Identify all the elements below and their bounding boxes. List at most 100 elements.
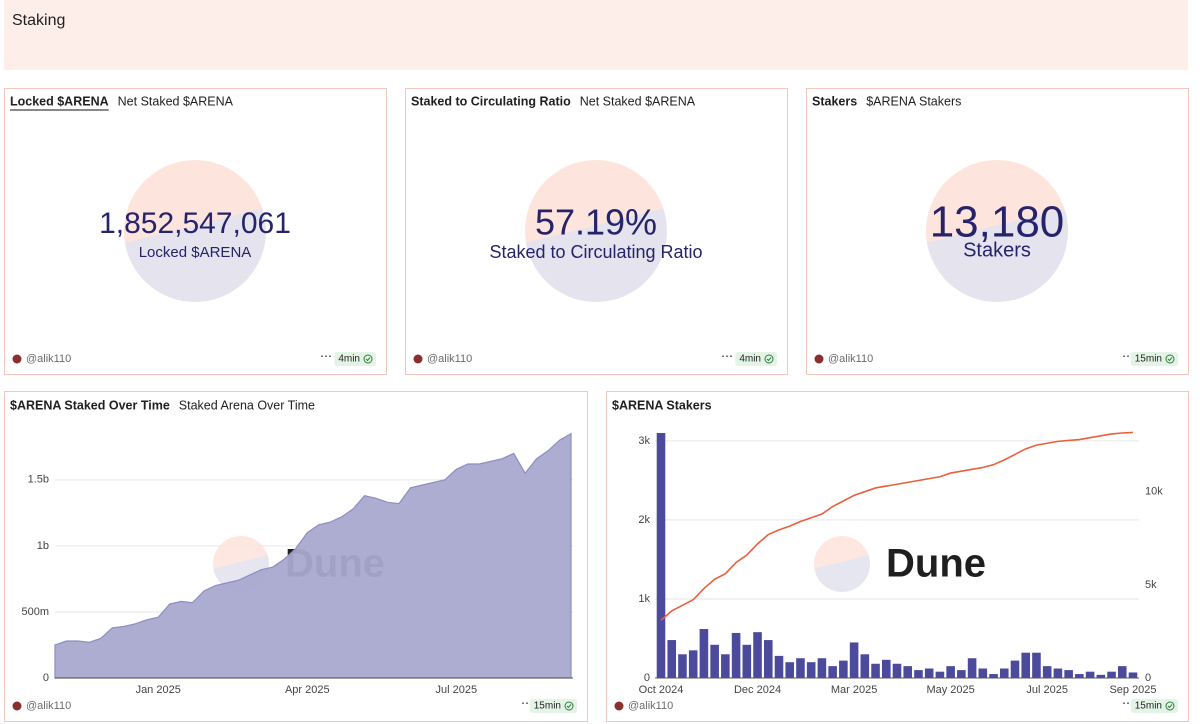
counter-value: 1,852,547,061 — [99, 207, 291, 240]
avatar — [12, 701, 22, 711]
author: @alik110 — [26, 353, 71, 365]
bar — [881, 659, 891, 678]
author: @alik110 — [26, 700, 71, 712]
bar — [989, 674, 998, 678]
menu-icon: ⋯ — [721, 349, 733, 363]
x-tick-label: Jul 2025 — [1026, 684, 1068, 696]
y2-tick-label: 0 — [1145, 672, 1151, 684]
y2-tick-label: 5k — [1145, 579, 1157, 591]
counter-value: 57.19% — [535, 202, 657, 243]
bar — [946, 666, 955, 678]
tab: Stakers — [812, 94, 857, 108]
counter-value: 13,180 — [930, 198, 1065, 247]
menu-icon: ⋯ — [320, 349, 332, 363]
bar — [1096, 674, 1106, 678]
bar — [849, 642, 859, 678]
y-tick-label: 1b — [37, 540, 49, 552]
bar — [839, 660, 848, 678]
bar — [860, 654, 870, 678]
x-tick-label: Apr 2025 — [285, 684, 330, 696]
bar — [1010, 660, 1020, 678]
tab: Locked $ARENA — [10, 94, 109, 108]
bar — [1117, 666, 1127, 678]
updated: 4min — [739, 354, 761, 365]
author: @alik110 — [828, 353, 873, 365]
bar — [742, 644, 752, 678]
check-icon — [363, 354, 373, 364]
bar — [903, 666, 913, 678]
y-tick-label: 1.5b — [28, 474, 49, 486]
bar — [667, 640, 677, 678]
check-mark — [365, 357, 371, 362]
line — [660, 431, 1134, 621]
bar — [688, 650, 698, 678]
bar — [699, 629, 709, 678]
bar — [935, 671, 945, 678]
freshness-badge: 15min — [529, 699, 577, 713]
y-tick-label: 500m — [21, 606, 49, 618]
bar — [721, 654, 730, 678]
avatar — [12, 354, 22, 364]
freshness-badge: 4min — [334, 352, 376, 366]
bar — [1064, 670, 1073, 678]
author: @alik110 — [628, 700, 673, 712]
bar — [806, 662, 816, 678]
avatar — [814, 354, 824, 364]
counter-label: Staked to Circulating Ratio — [489, 242, 702, 262]
tab: Net Staked $ARENA — [118, 94, 234, 108]
badge-bg — [1130, 699, 1178, 713]
bar — [656, 433, 666, 678]
updated: 15min — [534, 701, 561, 712]
bar — [785, 662, 795, 678]
y-tick-label: 2k — [638, 514, 650, 526]
counter-label: Locked $ARENA — [139, 244, 252, 261]
x-tick-label: Jan 2025 — [136, 684, 181, 696]
bar — [1032, 652, 1041, 678]
bar — [967, 658, 977, 678]
bar — [710, 644, 719, 678]
avatar — [413, 354, 423, 364]
x-tick-label: Dec 2024 — [734, 684, 781, 696]
tab: Staked to Circulating Ratio — [411, 94, 571, 108]
check-mark — [1167, 357, 1173, 362]
y-tick-label: 0 — [644, 672, 650, 684]
updated: 15min — [1135, 354, 1162, 365]
tab: Net Staked $ARENA — [580, 94, 696, 108]
x-tick-label: Mar 2025 — [831, 684, 877, 696]
bar — [1128, 672, 1138, 678]
bar — [978, 668, 988, 678]
bar — [1053, 668, 1063, 678]
chart-title: $ARENA Staked Over Time — [10, 398, 170, 412]
y-tick-label: 0 — [43, 672, 49, 684]
updated: 4min — [338, 354, 360, 365]
bar — [871, 663, 880, 678]
header-panel — [4, 0, 1188, 70]
check-icon — [1165, 701, 1175, 711]
bar — [817, 658, 827, 678]
updated: 15min — [1135, 701, 1162, 712]
check-icon — [1165, 354, 1175, 364]
x-tick-label: May 2025 — [926, 684, 974, 696]
counter-label: Stakers — [963, 239, 1031, 261]
bar — [1085, 671, 1095, 678]
bar — [1075, 674, 1084, 678]
bar — [1107, 671, 1116, 678]
check-mark — [566, 704, 572, 709]
bar — [1021, 652, 1031, 678]
freshness-badge: 4min — [735, 352, 777, 366]
y2-tick-label: 10k — [1145, 486, 1163, 498]
avatar — [614, 701, 624, 711]
counter-disc — [124, 160, 266, 302]
bar — [763, 640, 773, 678]
check-mark — [1167, 704, 1173, 709]
bar — [924, 668, 934, 678]
x-tick-label: Oct 2024 — [639, 684, 684, 696]
bar — [892, 663, 902, 678]
chart-subtitle: Staked Arena Over Time — [179, 398, 315, 412]
counter-disc — [525, 160, 667, 302]
chart-title: $ARENA Stakers — [612, 398, 712, 412]
tab: $ARENA Stakers — [866, 94, 961, 108]
page-title: Staking — [12, 12, 65, 29]
check-icon — [764, 354, 774, 364]
bar — [753, 632, 762, 678]
